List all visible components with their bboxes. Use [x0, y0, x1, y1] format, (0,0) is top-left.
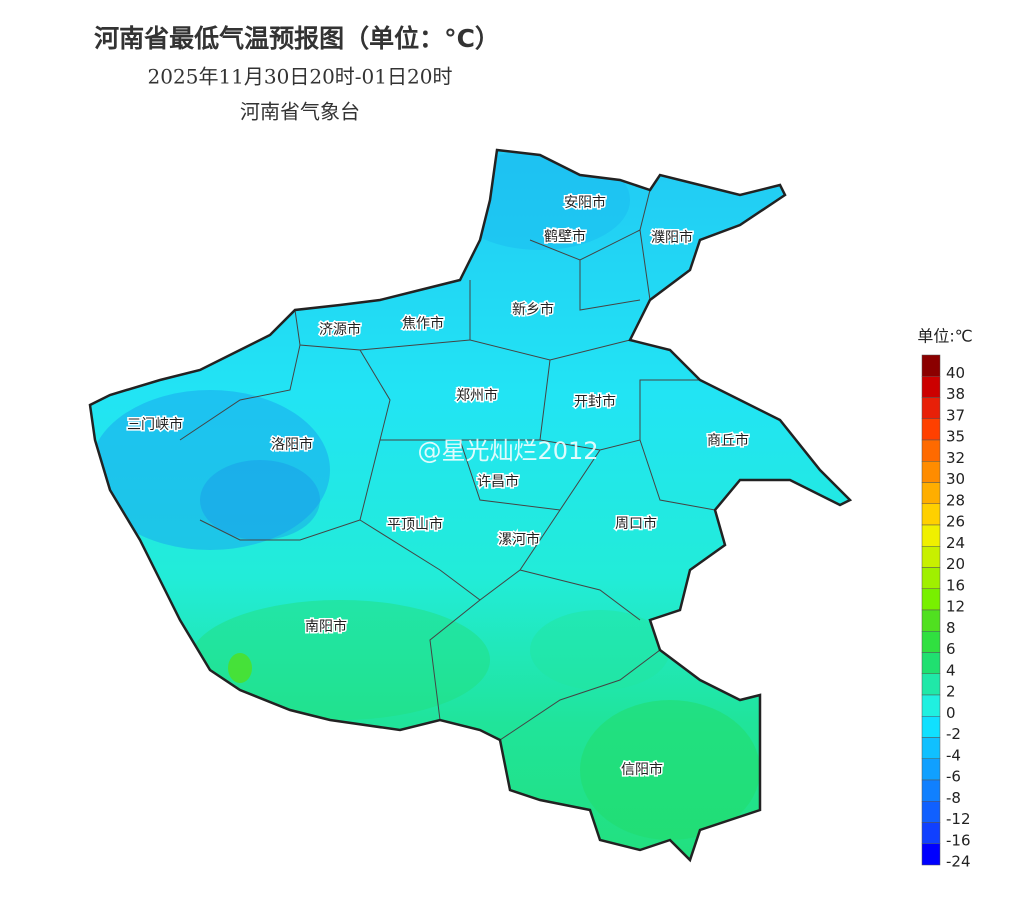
- legend-swatch: [921, 694, 941, 717]
- legend-label: -16: [946, 831, 971, 849]
- legend-swatch: [921, 609, 941, 632]
- legend-swatch: [921, 737, 941, 759]
- city-borders: [179, 189, 716, 741]
- legend-label: 30: [946, 470, 965, 488]
- city-label: 周口市: [615, 515, 657, 532]
- legend-label: 8: [946, 619, 956, 637]
- title: 河南省最低气温预报图（单位：°C）: [94, 24, 500, 53]
- legend-swatch: [921, 801, 941, 823]
- legend-swatch: [921, 673, 941, 696]
- legend-label: -6: [946, 768, 961, 786]
- legend-label: 6: [946, 640, 956, 658]
- watermark: @星光灿烂2012: [417, 437, 598, 465]
- legend-swatch: [921, 354, 941, 377]
- legend-label: 20: [946, 555, 965, 573]
- legend: 40383735323028262420161286420-2-4-6-8-12…: [921, 354, 971, 871]
- city-label: 郑州市: [456, 387, 498, 404]
- legend-label: -2: [946, 725, 961, 743]
- legend-label: 4: [946, 661, 956, 679]
- city-label: 开封市: [574, 393, 616, 410]
- temperature-field: [90, 150, 850, 860]
- legend-swatch: [921, 822, 941, 844]
- city-label: 信阳市: [621, 761, 663, 778]
- city-label: 漯河市: [498, 531, 540, 548]
- subtitle: 2025年11月30日20时-01日20时: [148, 65, 453, 89]
- legend-label: 26: [946, 513, 965, 531]
- city-label: 濮阳市: [651, 229, 693, 246]
- city-label: 许昌市: [477, 473, 519, 490]
- city-label: 安阳市: [564, 194, 606, 211]
- legend-label: 2: [946, 683, 956, 701]
- legend-swatch: [921, 482, 941, 504]
- legend-swatch: [921, 843, 941, 866]
- legend-label: -4: [946, 746, 961, 764]
- legend-swatch: [921, 439, 941, 462]
- legend-swatch: [921, 588, 941, 611]
- legend-swatch: [921, 397, 941, 419]
- legend-swatch: [921, 716, 941, 738]
- city-label: 新乡市: [512, 301, 554, 318]
- legend-label: 12: [946, 598, 965, 616]
- legend-label: -24: [946, 853, 971, 871]
- legend-swatch: [921, 546, 941, 568]
- legend-swatch: [921, 418, 941, 441]
- legend-label: 38: [946, 385, 965, 403]
- city-label: 南阳市: [305, 618, 347, 635]
- city-label: 平顶山市: [387, 516, 443, 533]
- legend-swatch: [921, 758, 941, 781]
- legend-title: 单位:℃: [917, 327, 972, 346]
- city-label: 济源市: [319, 321, 361, 338]
- legend-swatch: [921, 567, 941, 589]
- legend-label: -12: [946, 810, 971, 828]
- legend-swatch: [921, 779, 941, 802]
- legend-label: 37: [946, 406, 965, 424]
- legend-label: 24: [946, 534, 965, 552]
- legend-label: 0: [946, 704, 956, 722]
- legend-label: 32: [946, 449, 965, 467]
- legend-swatch: [921, 524, 941, 547]
- city-label: 商丘市: [707, 432, 749, 449]
- legend-label: -8: [946, 789, 961, 807]
- legend-swatch: [921, 652, 941, 674]
- legend-swatch: [921, 631, 941, 653]
- legend-label: 28: [946, 491, 965, 509]
- legend-swatch: [921, 461, 941, 483]
- legend-label: 40: [946, 364, 965, 382]
- legend-label: 16: [946, 576, 965, 594]
- city-label: 洛阳市: [271, 436, 313, 453]
- city-label: 三门峡市: [127, 416, 183, 433]
- issuer: 河南省气象台: [240, 100, 360, 124]
- city-label: 焦作市: [402, 315, 444, 332]
- legend-swatch: [921, 376, 941, 398]
- legend-label: 35: [946, 428, 965, 446]
- legend-swatch: [921, 503, 941, 526]
- city-label: 鹤壁市: [544, 228, 586, 245]
